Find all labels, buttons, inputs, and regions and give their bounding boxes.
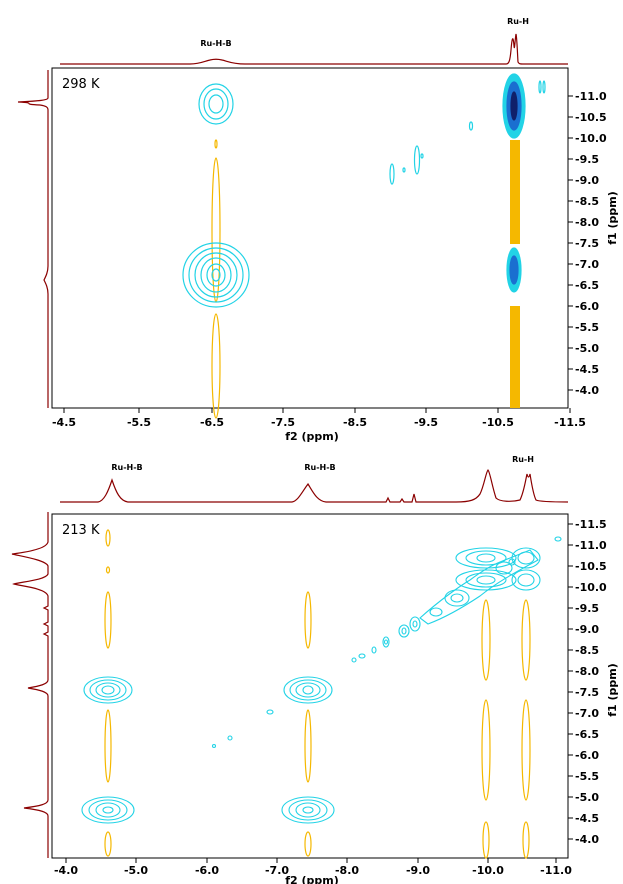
temperature-label-213k: 213 K xyxy=(62,523,100,538)
y-tick-label: -7.5 xyxy=(575,237,599,250)
cross-peak-ru-h-b-diag-298k xyxy=(198,83,234,125)
y-axis-title-213k: f1 (ppm) xyxy=(606,663,619,717)
cross-peaks-213k xyxy=(81,536,562,824)
x-tick-label: -5.0 xyxy=(124,864,148,877)
x-tick-label: -11.0 xyxy=(540,864,572,877)
y-tick-label: -11.0 xyxy=(575,90,607,103)
y-tick-label: -4.0 xyxy=(575,384,599,397)
cross-peak-ru-h-diag-298k xyxy=(502,73,526,139)
x-tick-label: -4.0 xyxy=(54,864,78,877)
left-projection-213k xyxy=(11,512,49,858)
x-axis-298k: -4.5 -5.5 -6.5 -7.5 -8.5 -9.5 -10.5 -11.… xyxy=(52,408,586,443)
peak-label-ru-h-b-1-213k: Ru-H-B xyxy=(111,463,142,472)
peak-label-ru-h-b-298k: Ru-H-B xyxy=(200,39,231,48)
x-tick-label: -9.0 xyxy=(406,864,430,877)
top-projection-298k xyxy=(60,33,568,65)
diagonal-peaks-213k xyxy=(211,616,421,749)
x-tick-label: -11.5 xyxy=(554,416,586,429)
x-tick-label: -8.5 xyxy=(343,416,367,429)
cross-peak-b-213k xyxy=(81,796,135,824)
y-tick-label: -7.0 xyxy=(575,707,599,720)
x-tick-label: -7.0 xyxy=(265,864,289,877)
y-tick-label: -11.0 xyxy=(575,539,607,552)
y-tick-label: -11.5 xyxy=(575,518,607,531)
y-axis-213k: -11.5 -11.0 -10.5 -10.0 -9.5 -9.0 -8.5 -… xyxy=(568,518,619,846)
x-tick-label: -7.5 xyxy=(271,416,295,429)
y-tick-label: -4.0 xyxy=(575,833,599,846)
x-tick-label: -6.0 xyxy=(195,864,219,877)
y-tick-label: -9.0 xyxy=(575,623,599,636)
y-tick-label: -8.0 xyxy=(575,216,599,229)
peak-label-ru-h-298k: Ru-H xyxy=(507,17,529,26)
y-tick-label: -6.0 xyxy=(575,749,599,762)
y-tick-label: -6.5 xyxy=(575,728,599,741)
x-tick-label: -6.5 xyxy=(200,416,224,429)
cross-peak-c-213k xyxy=(283,676,333,704)
y-tick-label: -8.5 xyxy=(575,644,599,657)
y-axis-298k: -11.0 -10.5 -10.0 -9.5 -9.0 -8.5 -8.0 -7… xyxy=(568,90,619,397)
y-tick-label: -7.0 xyxy=(575,258,599,271)
peak-label-ru-h-213k: Ru-H xyxy=(512,455,534,464)
x-axis-213k: -4.0 -5.0 -6.0 -7.0 -8.0 -9.0 -10.0 -11.… xyxy=(54,858,572,884)
y-tick-label: -6.5 xyxy=(575,279,599,292)
peak-label-ru-h-b-2-213k: Ru-H-B xyxy=(304,463,335,472)
y-tick-label: -10.5 xyxy=(575,111,607,124)
x-tick-label: -10.5 xyxy=(482,416,514,429)
top-projection-213k xyxy=(60,469,569,503)
y-tick-label: -8.5 xyxy=(575,195,599,208)
cross-peak-a-213k xyxy=(83,676,133,704)
left-projection-298k xyxy=(17,70,49,408)
y-axis-title-298k: f1 (ppm) xyxy=(606,191,619,245)
x-tick-label: -8.0 xyxy=(335,864,359,877)
y-tick-label: -5.0 xyxy=(575,791,599,804)
plot-frame-298k xyxy=(51,67,569,409)
temperature-label-298k: 298 K xyxy=(62,77,100,92)
y-tick-label: -9.0 xyxy=(575,174,599,187)
cross-peak-cluster-213k xyxy=(419,536,562,625)
cross-peaks-298k xyxy=(182,73,546,308)
x-tick-label: -9.5 xyxy=(414,416,438,429)
y-tick-label: -10.0 xyxy=(575,581,607,594)
cross-peak-ru-h-exch-298k xyxy=(506,247,522,293)
x-tick-label: -10.0 xyxy=(472,864,504,877)
panel-298k: Ru-H-B Ru-H 298 K xyxy=(17,17,619,443)
cross-peak-d-213k xyxy=(281,796,335,824)
y-tick-label: -5.0 xyxy=(575,342,599,355)
y-tick-label: -5.5 xyxy=(575,321,599,334)
y-tick-label: -9.5 xyxy=(575,153,599,166)
plot-frame-213k xyxy=(51,513,569,859)
x-axis-title-298k: f2 (ppm) xyxy=(285,430,339,443)
y-tick-label: -10.5 xyxy=(575,560,607,573)
y-tick-label: -4.5 xyxy=(575,812,599,825)
t1-noise-213k xyxy=(104,529,531,859)
y-tick-label: -9.5 xyxy=(575,602,599,615)
y-tick-label: -7.5 xyxy=(575,686,599,699)
y-tick-label: -5.5 xyxy=(575,770,599,783)
x-axis-title-213k: f2 (ppm) xyxy=(285,874,339,884)
y-tick-label: -6.0 xyxy=(575,300,599,313)
x-tick-label: -5.5 xyxy=(127,416,151,429)
panel-213k: Ru-H-B Ru-H-B Ru-H 213 K xyxy=(11,455,619,884)
y-tick-label: -10.0 xyxy=(575,132,607,145)
x-tick-label: -4.5 xyxy=(52,416,76,429)
y-tick-label: -8.0 xyxy=(575,665,599,678)
y-tick-label: -4.5 xyxy=(575,363,599,376)
cross-peak-ru-h-b-main-298k xyxy=(182,242,250,308)
t1-noise-298k xyxy=(211,139,520,419)
